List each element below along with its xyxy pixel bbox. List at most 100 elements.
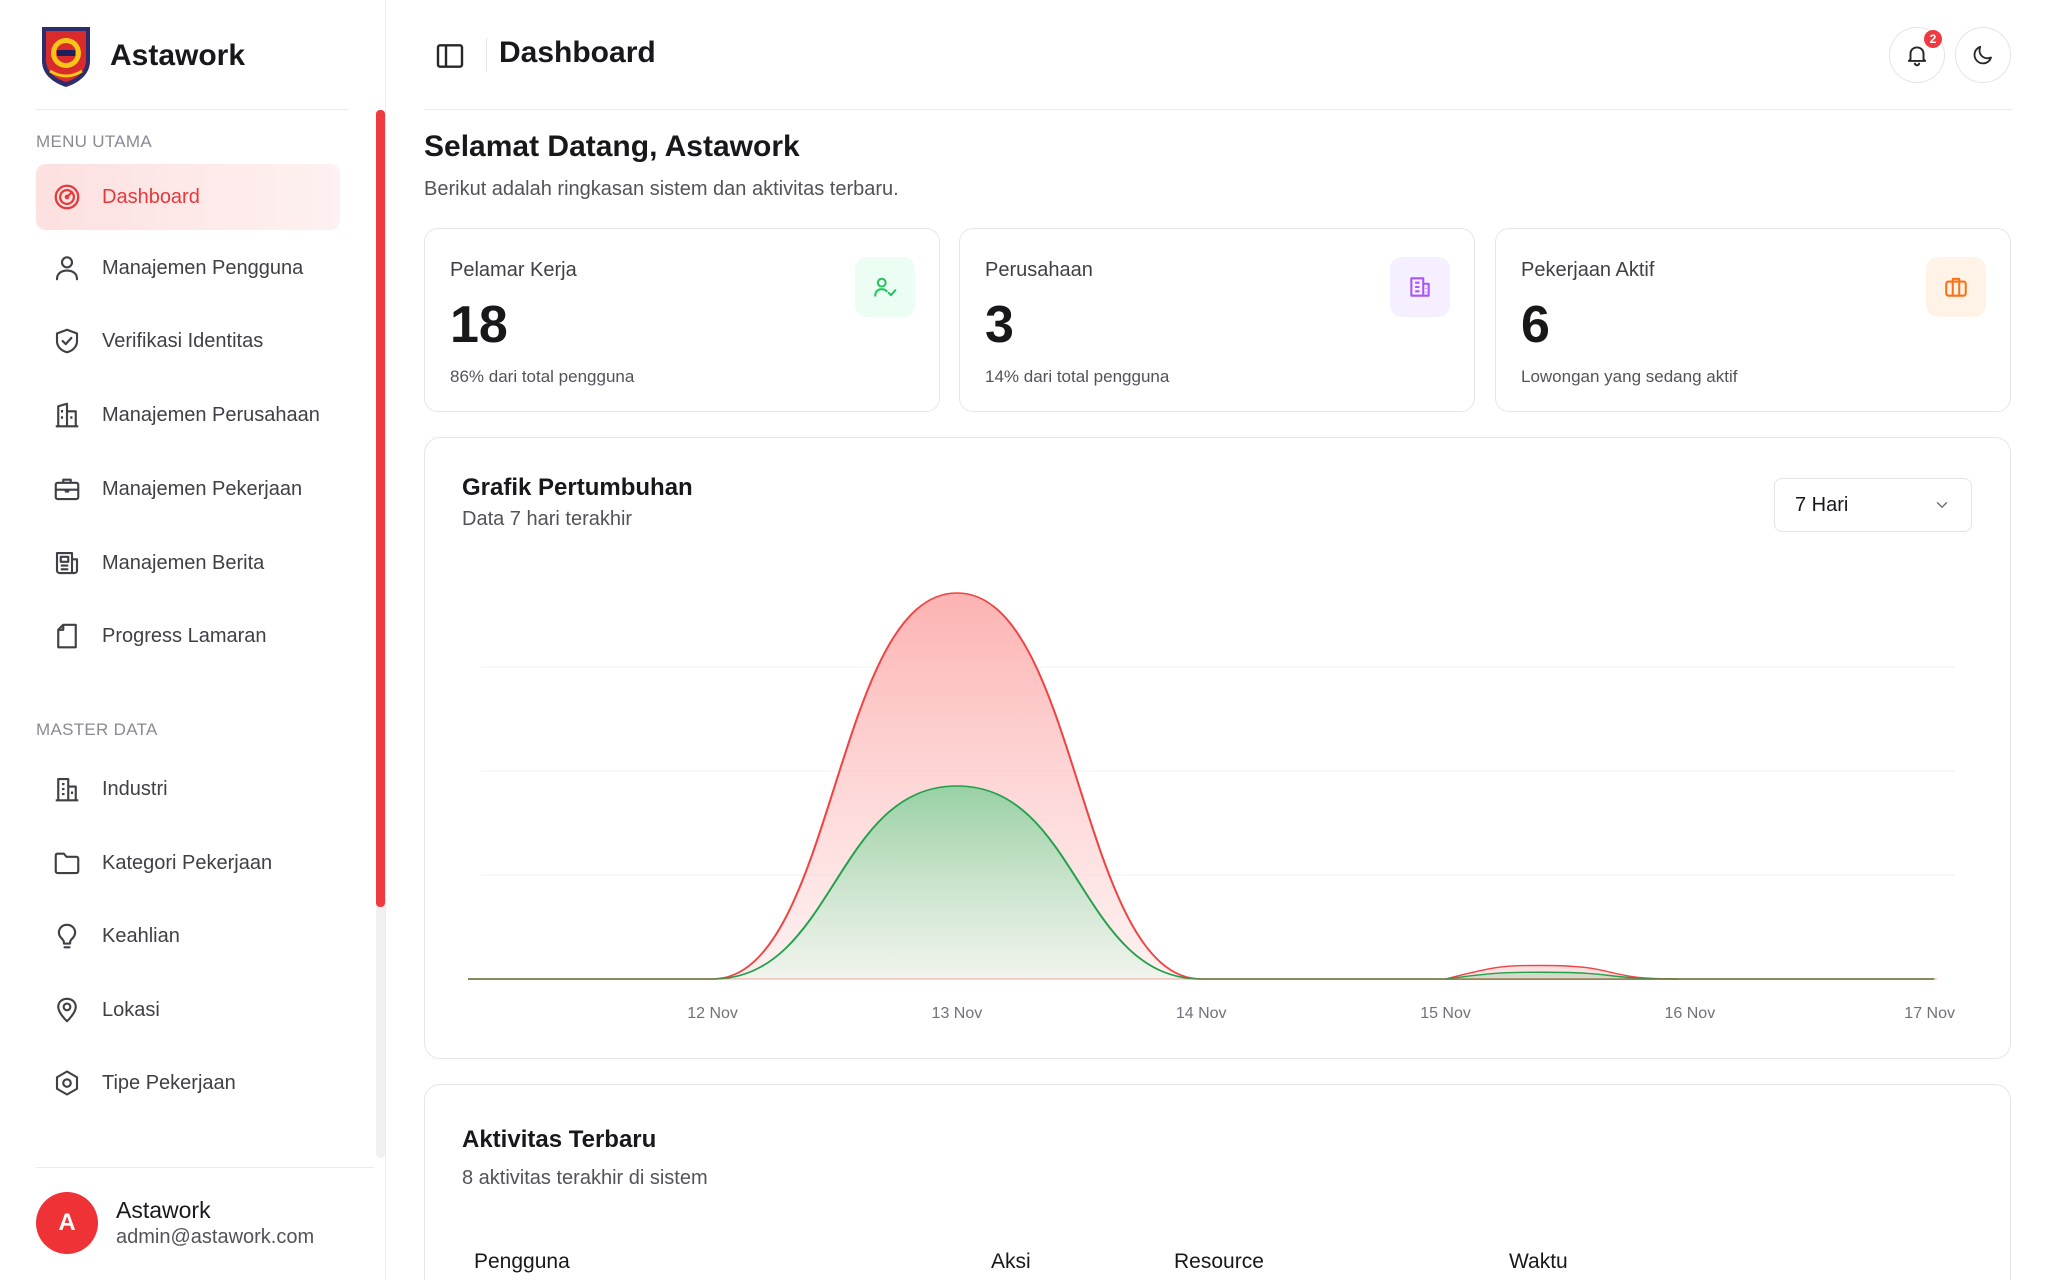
brand[interactable]: Astawork — [36, 20, 245, 92]
panel-left-icon — [436, 44, 464, 68]
sidebar-item-label: Keahlian — [102, 924, 180, 947]
activity-title: Aktivitas Terbaru — [462, 1126, 657, 1153]
theme-toggle-button[interactable] — [1955, 27, 2011, 83]
notifications-button[interactable]: 2 — [1889, 27, 1945, 83]
chart-subtitle: Data 7 hari terakhir — [462, 508, 633, 530]
sidebar-item-users[interactable]: Manajemen Pengguna — [36, 235, 340, 301]
stat-card-active-jobs: Pekerjaan Aktif 6 Lowongan yang sedang a… — [1495, 228, 2011, 412]
factory-icon — [55, 777, 79, 802]
brand-name: Astawork — [110, 39, 246, 72]
stat-description: 14% dari total pengguna — [985, 367, 1170, 386]
sidebar-item-locations[interactable]: Lokasi — [36, 977, 340, 1043]
recent-activity-card: Aktivitas Terbaru 8 aktivitas terakhir d… — [424, 1084, 2011, 1280]
growth-chart: 12 Nov 13 Nov 14 Nov 15 Nov 16 Nov 17 Nov — [467, 592, 1955, 1022]
x-tick-label: 13 Nov — [932, 1005, 983, 1022]
sidebar-item-label: Progress Lamaran — [102, 624, 267, 647]
briefcase-icon — [1945, 277, 1967, 297]
series-area-red — [468, 593, 1935, 979]
series-bump — [1445, 971, 1678, 980]
stat-label: Pelamar Kerja — [450, 259, 577, 281]
welcome-title: Selamat Datang, Astawork — [424, 130, 800, 163]
sidebar-item-jobs[interactable]: Manajemen Pekerjaan — [36, 456, 340, 522]
sidebar-item-companies[interactable]: Manajemen Perusahaan — [36, 382, 340, 448]
sidebar-item-label: Manajemen Perusahaan — [102, 403, 320, 426]
sidebar-item-label: Kategori Pekerjaan — [102, 851, 273, 874]
user-info: Astawork admin@astawork.com — [116, 1197, 314, 1249]
stat-card-job-seekers: Pelamar Kerja 18 86% dari total pengguna — [424, 228, 940, 412]
sidebar-item-label: Tipe Pekerjaan — [102, 1071, 236, 1094]
stat-icon-box — [1926, 257, 1986, 317]
x-tick-label: 17 Nov — [1904, 1005, 1955, 1022]
range-select-value: 7 Hari — [1795, 493, 1849, 516]
user-profile[interactable]: A Astawork admin@astawork.com — [36, 1192, 314, 1254]
sidebar-item-label: Lokasi — [102, 998, 160, 1021]
sidebar-item-label: Dashboard — [102, 185, 200, 208]
page-title: Dashboard — [499, 36, 656, 69]
sidebar-item-label: Industri — [102, 777, 168, 800]
newspaper-icon — [55, 551, 79, 575]
column-header-user[interactable]: Pengguna — [474, 1250, 570, 1273]
stat-label: Perusahaan — [985, 259, 1093, 281]
avatar: A — [36, 1192, 98, 1254]
lightbulb-icon — [57, 923, 77, 949]
sidebar-item-label: Manajemen Pengguna — [102, 256, 304, 279]
bell-icon — [1907, 46, 1927, 67]
sidebar-item-dashboard[interactable]: Dashboard — [36, 164, 340, 230]
gauge-icon — [54, 184, 80, 210]
series-area-green-line — [467, 785, 1935, 980]
sidebar-item-news[interactable]: Manajemen Berita — [36, 530, 340, 596]
x-tick-label: 15 Nov — [1420, 1005, 1471, 1022]
user-email: admin@astawork.com — [116, 1226, 315, 1248]
x-tick-label: 16 Nov — [1665, 1005, 1716, 1022]
stat-description: 86% dari total pengguna — [450, 367, 635, 386]
top-header: Dashboard 2 — [424, 0, 2012, 110]
sidebar-item-skills[interactable]: Keahlian — [36, 903, 340, 969]
sidebar-item-label: Manajemen Berita — [102, 551, 265, 574]
sidebar-item-label: Manajemen Pekerjaan — [102, 477, 303, 500]
building-icon — [55, 402, 79, 428]
x-tick-label: 14 Nov — [1176, 1005, 1227, 1022]
building-icon — [1410, 277, 1430, 297]
stat-card-companies: Perusahaan 3 14% dari total pengguna — [959, 228, 1475, 412]
sidebar-toggle-button[interactable] — [424, 30, 476, 82]
map-pin-icon — [57, 997, 77, 1023]
welcome-subtitle: Berikut adalah ringkasan sistem dan akti… — [424, 178, 899, 200]
stat-value: 3 — [985, 296, 1014, 354]
stat-value: 6 — [1521, 296, 1550, 354]
header-divider — [486, 38, 487, 72]
shield-check-icon — [55, 328, 79, 354]
hexagon-icon — [55, 1070, 79, 1096]
stat-value: 18 — [450, 296, 508, 354]
growth-chart-card: Grafik Pertumbuhan Data 7 hari terakhir … — [424, 437, 2011, 1059]
x-tick-label: 12 Nov — [687, 1005, 738, 1022]
stat-description: Lowongan yang sedang aktif — [1521, 367, 1738, 386]
sidebar-item-job-types[interactable]: Tipe Pekerjaan — [36, 1050, 340, 1116]
series-area-green — [468, 786, 1935, 979]
sidebar-item-verification[interactable]: Verifikasi Identitas — [36, 308, 340, 374]
column-header-resource[interactable]: Resource — [1174, 1250, 1264, 1273]
moon-icon — [1973, 45, 1992, 65]
sidebar-item-job-categories[interactable]: Kategori Pekerjaan — [36, 830, 340, 896]
brand-logo-icon — [42, 27, 90, 87]
sidebar-item-label: Verifikasi Identitas — [102, 329, 264, 352]
notification-badge: 2 — [1924, 30, 1942, 48]
range-select[interactable]: 7 Hari — [1774, 478, 1972, 532]
stat-label: Pekerjaan Aktif — [1521, 259, 1655, 281]
user-check-icon — [874, 277, 897, 297]
document-icon — [57, 623, 77, 649]
column-header-time[interactable]: Waktu — [1509, 1250, 1568, 1273]
user-icon — [55, 256, 79, 281]
sidebar-item-industries[interactable]: Industri — [36, 756, 340, 822]
sidebar-scrollbar-thumb[interactable] — [376, 110, 385, 907]
stat-icon-box — [1390, 257, 1450, 317]
chart-title: Grafik Pertumbuhan — [462, 474, 693, 501]
folder-icon — [54, 852, 80, 875]
section-label-main: MENU UTAMA — [36, 132, 153, 151]
section-label-master: MASTER DATA — [36, 720, 158, 739]
user-name: Astawork — [116, 1197, 211, 1223]
sidebar-item-application-progress[interactable]: Progress Lamaran — [36, 603, 340, 669]
sidebar: Astawork MENU UTAMA Dashboard Manajemen … — [0, 0, 386, 1280]
chevron-down-icon — [1936, 502, 1948, 508]
column-header-action[interactable]: Aksi — [991, 1250, 1031, 1273]
